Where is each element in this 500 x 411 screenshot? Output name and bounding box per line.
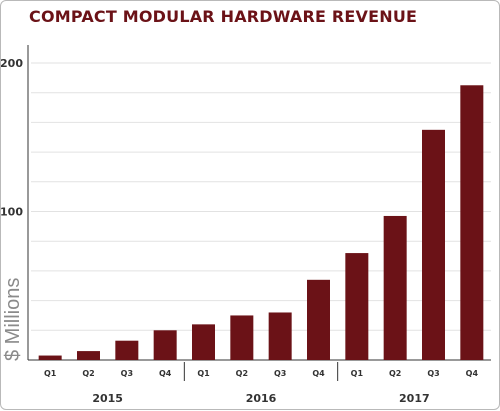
bar: [38, 355, 62, 360]
x-tick-label: Q4: [466, 369, 479, 378]
y-tick-label: 200: [1, 57, 23, 70]
y-tick-label: 100: [1, 206, 23, 219]
bar: [153, 330, 177, 360]
y-axis-title: $ Millions: [2, 278, 24, 361]
x-tick-label: Q2: [236, 369, 248, 378]
bar: [77, 351, 100, 360]
year-label: 2015: [92, 392, 123, 405]
bar: [192, 324, 215, 360]
bar: [268, 312, 292, 360]
x-tick-label: Q4: [312, 369, 325, 378]
bar: [345, 253, 369, 360]
x-tick-label: Q2: [82, 369, 94, 378]
year-label: 2016: [246, 392, 277, 405]
x-tick-label: Q3: [427, 369, 439, 378]
bar: [307, 279, 330, 360]
year-label: 2017: [399, 392, 430, 405]
chart-title: COMPACT MODULAR HARDWARE REVENUE: [29, 7, 418, 26]
x-tick-label: Q4: [159, 369, 172, 378]
x-tick-label: Q3: [121, 369, 133, 378]
x-tick-label: Q1: [197, 369, 210, 378]
x-tick-label: Q3: [274, 369, 286, 378]
bar: [422, 129, 445, 360]
x-tick-label: Q2: [389, 369, 401, 378]
x-tick-label: Q1: [44, 369, 57, 378]
bar: [230, 315, 254, 360]
x-tick-label: Q1: [351, 369, 364, 378]
bar: [383, 215, 407, 360]
bar: [460, 85, 484, 361]
bar: [115, 340, 139, 360]
